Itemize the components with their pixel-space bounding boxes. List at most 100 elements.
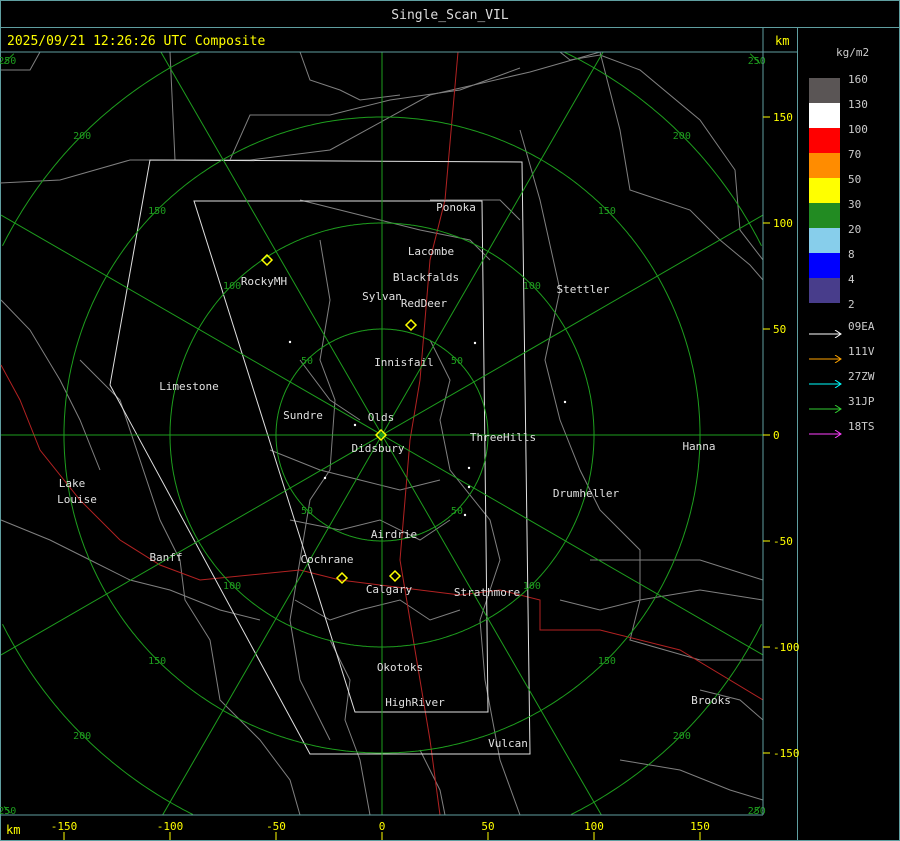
x-tick-label: -100 [157,820,184,833]
range-ring-label: 150 [598,656,616,667]
county-boundary [430,199,521,221]
county-boundary [699,689,764,721]
radar-site-icon [335,571,349,585]
range-ring [753,806,761,814]
place-label: RedDeer [401,297,448,310]
radar-arrow-icon [809,348,843,364]
place-label: Innisfail [374,356,434,369]
place-label: Drumheller [553,487,620,500]
county-boundary [1,51,41,71]
place-label: Banff [149,551,182,564]
place-label: HighRiver [385,696,445,709]
place-label: Cochrane [301,553,354,566]
legend-swatch [809,203,840,228]
range-ring-label: 250 [748,806,766,817]
range-ring-label: 250 [748,56,766,67]
place-label: Sundre [283,409,323,422]
place-label: Stettler [557,283,610,296]
x-tick-label: 50 [481,820,494,833]
county-boundary [519,129,763,661]
range-ring [570,623,762,815]
range-ring-label: 200 [673,131,691,142]
range-ring-label: 100 [523,581,541,592]
azimuth-line [160,51,602,816]
range-ring-label: 200 [73,731,91,742]
place-label: Olds [368,411,395,424]
range-ring [3,806,11,814]
county-boundary [419,749,446,816]
place-label: ThreeHills [470,431,536,444]
place-label: Okotoks [377,661,423,674]
legend-bin-label: 20 [848,223,862,236]
range-ring-label: 150 [148,656,166,667]
window-title: Single_Scan_VIL [391,8,509,23]
place-label: Strathmore [454,586,520,599]
place-label: Ponoka [436,201,476,214]
station-marker [467,485,471,489]
county-boundary [169,51,521,161]
y-tick-label: -150 [773,747,800,760]
y-tick-label: -50 [773,535,793,548]
y-tick-label: 100 [773,217,793,230]
range-ring-label: 50 [301,506,313,517]
range-ring-label: 100 [523,281,541,292]
place-label: Lake [59,477,86,490]
range-ring [564,51,762,247]
map-layers: 50 50 50 50 100 100 100 100 150 150 150 150 200 200 20… [0,51,766,817]
county-boundary [559,589,764,611]
radar-site-icon [260,253,274,267]
county-boundary [590,559,764,581]
range-ring-label: 200 [673,731,691,742]
radar-domain-outline [193,200,489,713]
radar-arrow-icon [809,323,843,339]
legend-bin-label: 160 [848,73,868,86]
y-tick-label: 0 [773,429,780,442]
radar-label: 111V [848,345,875,358]
km-unit-label: km [775,34,790,48]
legend-swatch [809,278,840,303]
legend-swatch [809,253,840,278]
place-label: Airdrie [371,528,417,541]
range-ring [749,53,761,64]
county-boundary [289,239,336,741]
place-label: Limestone [159,380,219,393]
legend-swatch [809,103,840,128]
range-ring-label: 50 [451,506,463,517]
range-ring-label: 150 [148,206,166,217]
place-label: Brooks [691,694,731,707]
county-boundary [0,51,601,184]
county-boundary [329,639,371,816]
range-ring [2,623,194,815]
x-tick-label: 0 [379,820,386,833]
place-label: Didsbury [352,442,405,455]
radar-label: 18TS [848,420,875,433]
county-boundary [79,359,301,816]
y-tick-label: 150 [773,111,793,124]
county-boundary [294,599,461,621]
place-label: Calgary [366,583,413,596]
radar-label: 31JP [848,395,875,408]
range-ring-label: 250 [0,56,16,67]
legend-bin-label: 8 [848,248,855,261]
radar-site-icon [404,318,418,332]
county-boundary [599,51,764,281]
legend-bin-label: 4 [848,273,855,286]
legend-bin-label: 50 [848,173,862,186]
county-boundary [0,299,101,471]
legend-swatch [809,153,840,178]
y-tick-label: -100 [773,641,800,654]
radar-site-icon [374,428,388,442]
radar-site-icon [388,569,402,583]
y-tick-label: 50 [773,323,786,336]
county-boundary [269,449,441,491]
radar-arrow-icon [809,373,843,389]
x-tick-label: -50 [266,820,286,833]
axes: -150 -100 -50 0 50 100 150 150 100 50 0 -50 -100 -150… [0,28,800,840]
county-boundary [429,339,521,816]
azimuth-line [162,51,604,816]
place-label: Vulcan [488,737,528,750]
legend-swatch [809,128,840,153]
x-tick-label: -150 [51,820,78,833]
station-marker [463,513,467,517]
